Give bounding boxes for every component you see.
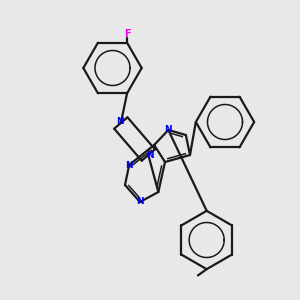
Text: N: N [136,197,144,206]
Text: N: N [125,160,133,169]
Text: N: N [164,125,172,134]
Text: F: F [124,29,130,39]
Text: N: N [146,151,153,160]
Text: N: N [116,117,123,126]
